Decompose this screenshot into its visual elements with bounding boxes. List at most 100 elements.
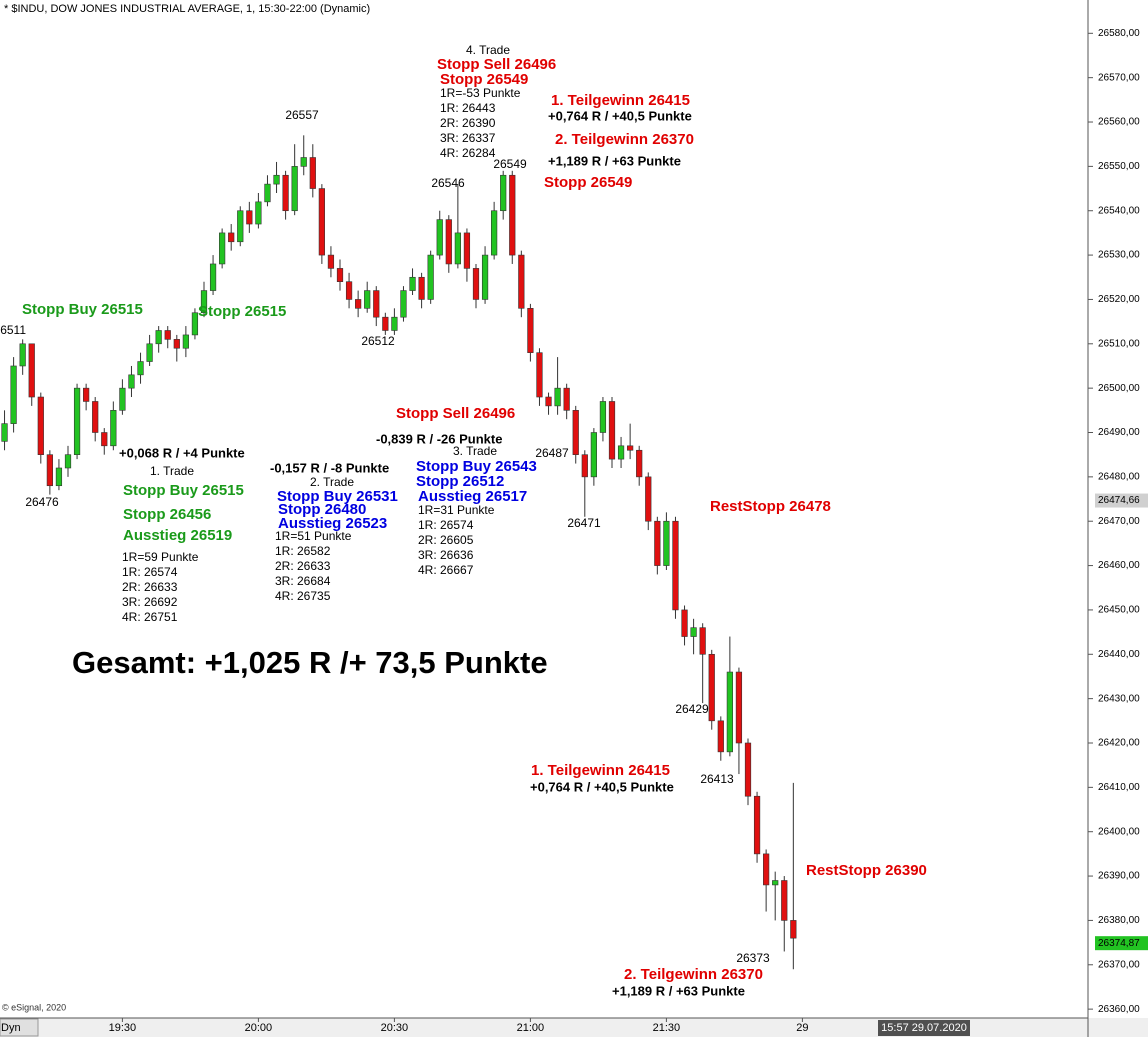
y-tick-label: 26510,00 xyxy=(1098,338,1140,349)
y-tick-label: 26450,00 xyxy=(1098,605,1140,616)
annotation: RestStopp 26390 xyxy=(806,862,927,879)
annotation: 3. Trade xyxy=(453,444,497,458)
candle-body xyxy=(645,476,652,522)
candle-body xyxy=(672,520,679,611)
candle-body xyxy=(608,401,616,460)
time-box xyxy=(878,1020,970,1036)
candle-body xyxy=(101,432,108,447)
price-marker xyxy=(1095,936,1148,951)
candle-body xyxy=(681,609,688,637)
annotation: Stopp 26515 xyxy=(198,303,286,320)
candle-body xyxy=(708,653,715,722)
annotation: 1R=51 Punkte xyxy=(275,529,352,543)
annotation: 2R: 26633 xyxy=(122,580,178,594)
dyn-label[interactable]: Dyn xyxy=(1,1022,21,1034)
candle-body xyxy=(246,210,253,225)
y-tick-label: 26550,00 xyxy=(1098,161,1140,172)
x-tick-label: 21:00 xyxy=(517,1022,545,1034)
annotation: Ausstieg 26523 xyxy=(278,515,387,532)
annotation: 26471 xyxy=(567,516,601,530)
annotation: +0,764 R / +40,5 Punkte xyxy=(530,779,674,794)
candle-body xyxy=(536,352,543,398)
annotation: 26511 xyxy=(0,323,26,337)
candle-body xyxy=(726,671,733,753)
candle-body xyxy=(627,445,634,451)
candle-body xyxy=(155,330,162,345)
candle-body xyxy=(173,339,180,349)
annotation: 26373 xyxy=(736,951,770,965)
annotation: 26549 xyxy=(493,157,527,171)
candle-body xyxy=(572,410,579,455)
candle-body xyxy=(73,387,81,455)
candle-body xyxy=(527,308,534,353)
annotation: 2R: 26633 xyxy=(275,559,331,573)
price-marker-label: 26374,87 xyxy=(1098,938,1140,949)
candle-body xyxy=(500,174,507,212)
annotation: 3R: 26337 xyxy=(440,131,496,145)
annotation: 1R: 26582 xyxy=(275,544,331,558)
candle-body xyxy=(137,361,144,376)
annotation: Stopp 26512 xyxy=(416,473,504,490)
candle-body xyxy=(590,432,597,478)
candle-body xyxy=(200,290,208,314)
annotation: 1R=31 Punkte xyxy=(418,503,495,517)
annotation: 1. Teilgewinn 26415 xyxy=(551,92,690,109)
annotation: 1R=59 Punkte xyxy=(122,550,199,564)
candle-body xyxy=(64,454,72,469)
candle-body xyxy=(318,188,325,256)
annotation: Stopp Buy 26515 xyxy=(22,301,143,318)
annotation: 4. Trade xyxy=(466,43,510,57)
candle-body xyxy=(219,232,226,265)
candle-body xyxy=(690,627,697,637)
candle-body xyxy=(472,268,480,300)
y-tick-label: 26370,00 xyxy=(1098,959,1140,970)
candle-body xyxy=(336,268,344,282)
annotation: +1,189 R / +63 Punkte xyxy=(548,153,681,168)
dyn-button[interactable] xyxy=(0,1018,39,1037)
y-tick-label: 26360,00 xyxy=(1098,1004,1140,1015)
annotation: 2. Teilgewinn 26370 xyxy=(555,131,694,148)
candle-body xyxy=(563,387,570,411)
annotation: +1,189 R / +63 Punkte xyxy=(612,983,745,998)
x-tick-label: 20:00 xyxy=(245,1022,273,1034)
annotation: 3R: 26692 xyxy=(122,595,178,609)
candle-body xyxy=(264,183,271,203)
annotation: 26476 xyxy=(25,495,59,509)
candle-body xyxy=(364,290,371,309)
annotation: 4R: 26751 xyxy=(122,610,178,624)
y-tick-label: 26460,00 xyxy=(1098,560,1140,571)
candle-body xyxy=(83,387,90,402)
annotation: 4R: 26284 xyxy=(440,146,496,160)
candle-body xyxy=(436,219,443,256)
annotation: 2. Teilgewinn 26370 xyxy=(624,966,763,983)
time-label: 15:57 29.07.2020 xyxy=(881,1022,967,1034)
price-marker-label: 26474,66 xyxy=(1098,495,1140,506)
annotation: Stopp Sell 26496 xyxy=(396,405,515,422)
candle-body xyxy=(581,454,588,478)
annotation: Stopp 26549 xyxy=(440,71,528,88)
candle-body xyxy=(445,219,452,265)
annotation: -0,839 R / -26 Punkte xyxy=(376,431,502,446)
candle-body xyxy=(1,423,8,442)
candle-body xyxy=(10,365,17,424)
candle-body xyxy=(373,290,380,318)
annotation: 26557 xyxy=(285,108,319,122)
annotation: 1. Trade xyxy=(150,464,194,478)
x-tick-label: 19:30 xyxy=(109,1022,137,1034)
y-tick-label: 26570,00 xyxy=(1098,72,1140,83)
annotation: Stopp Sell 26496 xyxy=(437,56,556,73)
candle-body xyxy=(463,232,471,269)
candle-body xyxy=(599,401,607,433)
candle-body xyxy=(491,210,498,256)
annotation: 2. Trade xyxy=(310,475,354,489)
candle-body xyxy=(55,467,63,487)
x-tick-label: 29 xyxy=(796,1022,808,1034)
annotation: 1R: 26574 xyxy=(418,518,474,532)
y-tick-label: 26410,00 xyxy=(1098,782,1140,793)
candle-body xyxy=(282,174,289,212)
candle-body xyxy=(699,627,706,655)
candle-body xyxy=(146,343,153,362)
annotation: Stopp Buy 26515 xyxy=(123,482,244,499)
